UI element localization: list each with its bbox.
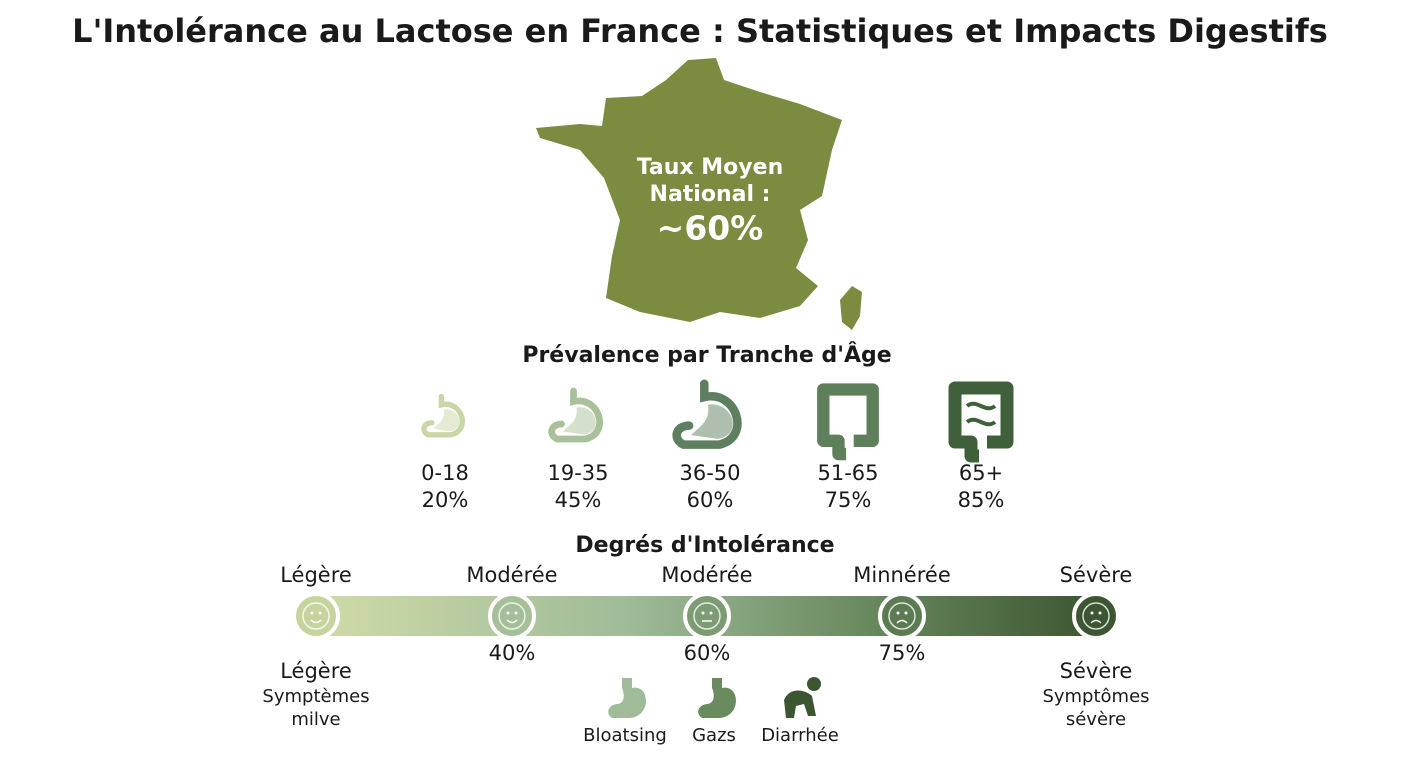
end-label: Sévère <box>1060 659 1133 683</box>
end-description: Symptômes <box>1042 686 1149 707</box>
stage-percentage: 75% <box>879 641 926 665</box>
map-value: ~60% <box>657 209 764 248</box>
age-icon <box>672 379 742 449</box>
symptom-label: Diarrhée <box>761 725 839 746</box>
title: L'Intolérance au Lactose en France : Sta… <box>72 12 1328 50</box>
age-value: 20% <box>422 488 469 512</box>
age-range: 19-35 <box>547 461 608 485</box>
age-value: 75% <box>825 488 872 512</box>
age-range: 51-65 <box>817 461 878 485</box>
age-range: 36-50 <box>679 461 740 485</box>
age-icon <box>421 393 465 438</box>
symptom-icon <box>698 678 736 718</box>
age-value: 45% <box>555 488 602 512</box>
stage-label: Modérée <box>661 563 752 587</box>
stage-marker <box>1072 592 1120 640</box>
corsica <box>840 286 862 330</box>
stage-marker <box>878 592 926 640</box>
end-description: sévère <box>1066 709 1126 730</box>
symptom-icon <box>608 678 646 718</box>
stage-marker <box>488 592 536 640</box>
age-range: 0-18 <box>421 461 469 485</box>
stage-percentage: 60% <box>684 641 731 665</box>
age-value: 60% <box>687 488 734 512</box>
map-label: Taux Moyen <box>637 155 783 180</box>
stage-label: Sévère <box>1060 563 1133 587</box>
stage-label: Modérée <box>466 563 557 587</box>
age-icon <box>548 387 603 443</box>
symptom-icon <box>784 677 821 718</box>
symptom-label: Gazs <box>692 725 736 746</box>
map-label: National : <box>650 182 771 207</box>
symptom-label: Bloatsing <box>583 725 667 746</box>
end-description: Symptèmes <box>262 686 369 707</box>
stage-label: Légère <box>280 563 352 587</box>
france-map <box>536 58 842 322</box>
stage-marker <box>292 592 340 640</box>
end-description: milve <box>291 709 340 730</box>
section-title: Degrés d'Intolérance <box>575 533 834 558</box>
stage-marker <box>683 592 731 640</box>
end-label: Légère <box>280 659 352 683</box>
age-range: 65+ <box>959 461 1003 485</box>
stage-label: Minnérée <box>853 563 951 587</box>
stage-percentage: 40% <box>489 641 536 665</box>
age-icon <box>817 383 879 461</box>
section-title: Prévalence par Tranche d'Âge <box>522 342 891 368</box>
age-icon <box>948 381 1014 463</box>
age-value: 85% <box>958 488 1005 512</box>
